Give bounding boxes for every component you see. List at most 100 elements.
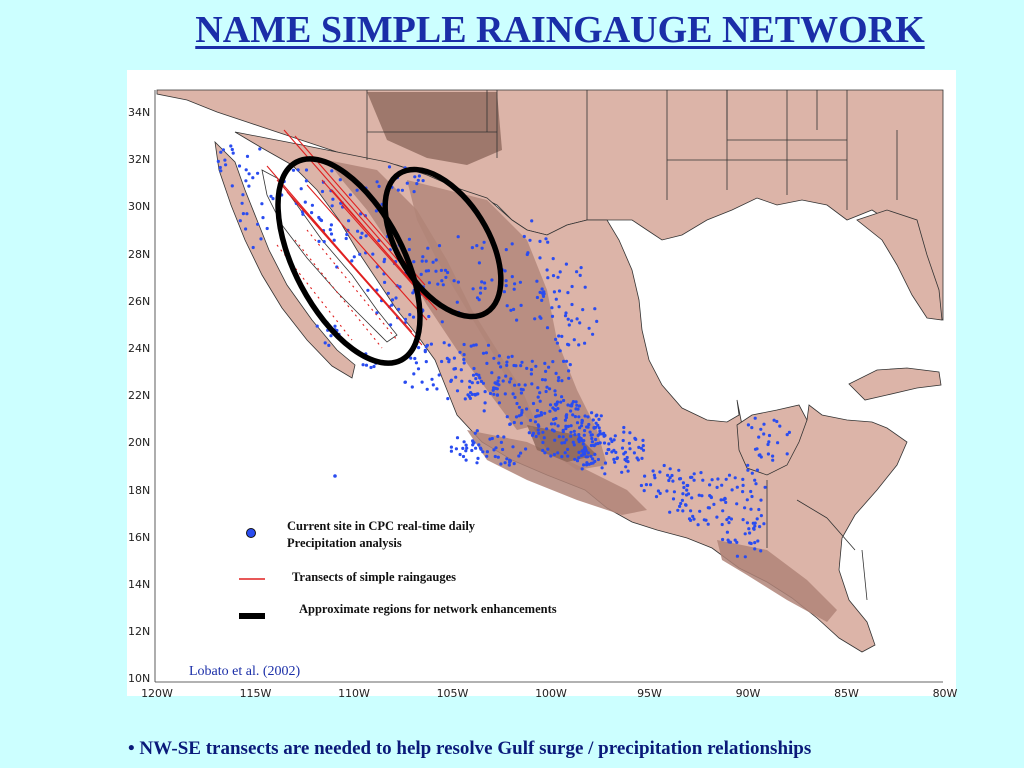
raingauge-site xyxy=(359,236,363,240)
raingauge-site xyxy=(543,361,547,365)
raingauge-site xyxy=(785,433,789,437)
raingauge-site xyxy=(700,494,704,498)
raingauge-site xyxy=(654,495,659,499)
raingauge-site xyxy=(421,179,425,183)
raingauge-site xyxy=(556,275,560,279)
raingauge-site xyxy=(567,323,571,327)
raingauge-site xyxy=(775,419,779,424)
raingauge-site xyxy=(625,455,629,460)
raingauge-site xyxy=(741,483,745,487)
lon-tick-label: 80W xyxy=(932,687,958,700)
raingauge-site xyxy=(706,522,710,526)
raingauge-site xyxy=(540,378,545,382)
raingauge-site xyxy=(390,298,395,302)
raingauge-site xyxy=(627,441,631,445)
raingauge-site xyxy=(322,240,326,244)
raingauge-site xyxy=(441,283,445,287)
raingauge-site xyxy=(521,388,525,392)
raingauge-site xyxy=(474,343,478,347)
raingauge-site xyxy=(472,441,476,445)
raingauge-site xyxy=(687,517,692,521)
raingauge-site xyxy=(733,476,737,480)
raingauge-site xyxy=(751,521,755,525)
raingauge-site xyxy=(579,266,583,270)
map-canvas xyxy=(154,89,944,683)
raingauge-site xyxy=(538,391,542,395)
raingauge-site xyxy=(678,504,682,508)
raingauge-site xyxy=(690,496,694,500)
raingauge-site xyxy=(727,540,731,544)
raingauge-site xyxy=(553,408,557,412)
raingauge-site xyxy=(251,176,255,180)
raingauge-site xyxy=(720,483,724,487)
raingauge-site xyxy=(549,422,554,426)
raingauge-site xyxy=(444,275,448,279)
raingauge-site xyxy=(613,434,617,438)
raingauge-site xyxy=(743,532,747,536)
raingauge-site xyxy=(458,350,462,354)
raingauge-site xyxy=(670,473,674,478)
raingauge-site xyxy=(485,450,489,454)
raingauge-site xyxy=(577,404,582,408)
raingauge-site xyxy=(570,302,574,307)
raingauge-site xyxy=(291,168,296,172)
raingauge-site xyxy=(573,457,577,461)
raingauge-site xyxy=(725,518,729,522)
raingauge-site xyxy=(358,252,362,256)
raingauge-site xyxy=(741,477,745,481)
raingauge-site xyxy=(577,450,581,454)
raingauge-site xyxy=(386,291,390,295)
raingauge-sites xyxy=(216,144,792,559)
raingauge-site xyxy=(329,334,333,338)
raingauge-site xyxy=(572,338,576,342)
raingauge-site xyxy=(522,234,526,239)
raingauge-site xyxy=(581,451,585,455)
raingauge-site xyxy=(452,356,456,360)
raingauge-site xyxy=(759,549,763,553)
raingauge-site xyxy=(527,431,531,435)
raingauge-site xyxy=(493,386,498,390)
raingauge-site xyxy=(658,470,662,474)
raingauge-site xyxy=(492,392,496,396)
raingauge-site xyxy=(548,387,552,391)
raingauge-site xyxy=(649,483,653,487)
raingauge-site xyxy=(328,228,332,232)
raingauge-site xyxy=(464,449,468,453)
raingauge-site xyxy=(423,348,427,352)
raingauge-site xyxy=(539,411,543,415)
raingauge-site xyxy=(614,450,618,454)
raingauge-site xyxy=(727,521,731,525)
raingauge-site xyxy=(572,429,576,433)
raingauge-site xyxy=(504,374,508,378)
raingauge-site xyxy=(583,285,587,289)
raingauge-site xyxy=(518,280,522,284)
raingauge-site xyxy=(424,360,428,364)
raingauge-site xyxy=(545,427,549,431)
raingauge-site xyxy=(490,278,494,282)
raingauge-site xyxy=(759,455,763,459)
raingauge-site xyxy=(658,491,662,495)
raingauge-site xyxy=(510,242,514,246)
raingauge-site xyxy=(587,326,591,330)
raingauge-site xyxy=(597,417,601,421)
raingauge-site xyxy=(317,215,321,220)
raingauge-site xyxy=(555,400,560,404)
raingauge-site xyxy=(471,373,476,377)
lat-tick-label: 32N xyxy=(128,153,151,167)
raingauge-site xyxy=(538,239,542,243)
raingauge-site xyxy=(583,341,587,345)
raingauge-site xyxy=(729,517,734,521)
raingauge-site xyxy=(536,386,540,390)
raingauge-site xyxy=(479,379,483,383)
raingauge-site xyxy=(613,460,617,464)
raingauge-site xyxy=(778,424,782,428)
raingauge-site xyxy=(463,397,467,401)
raingauge-site xyxy=(682,485,686,490)
raingauge-site xyxy=(387,165,392,169)
raingauge-site xyxy=(570,319,574,323)
raingauge-site xyxy=(741,490,745,494)
raingauge-site xyxy=(259,237,263,241)
raingauge-site xyxy=(492,356,496,360)
raingauge-site xyxy=(615,456,619,460)
raingauge-site xyxy=(553,389,557,393)
